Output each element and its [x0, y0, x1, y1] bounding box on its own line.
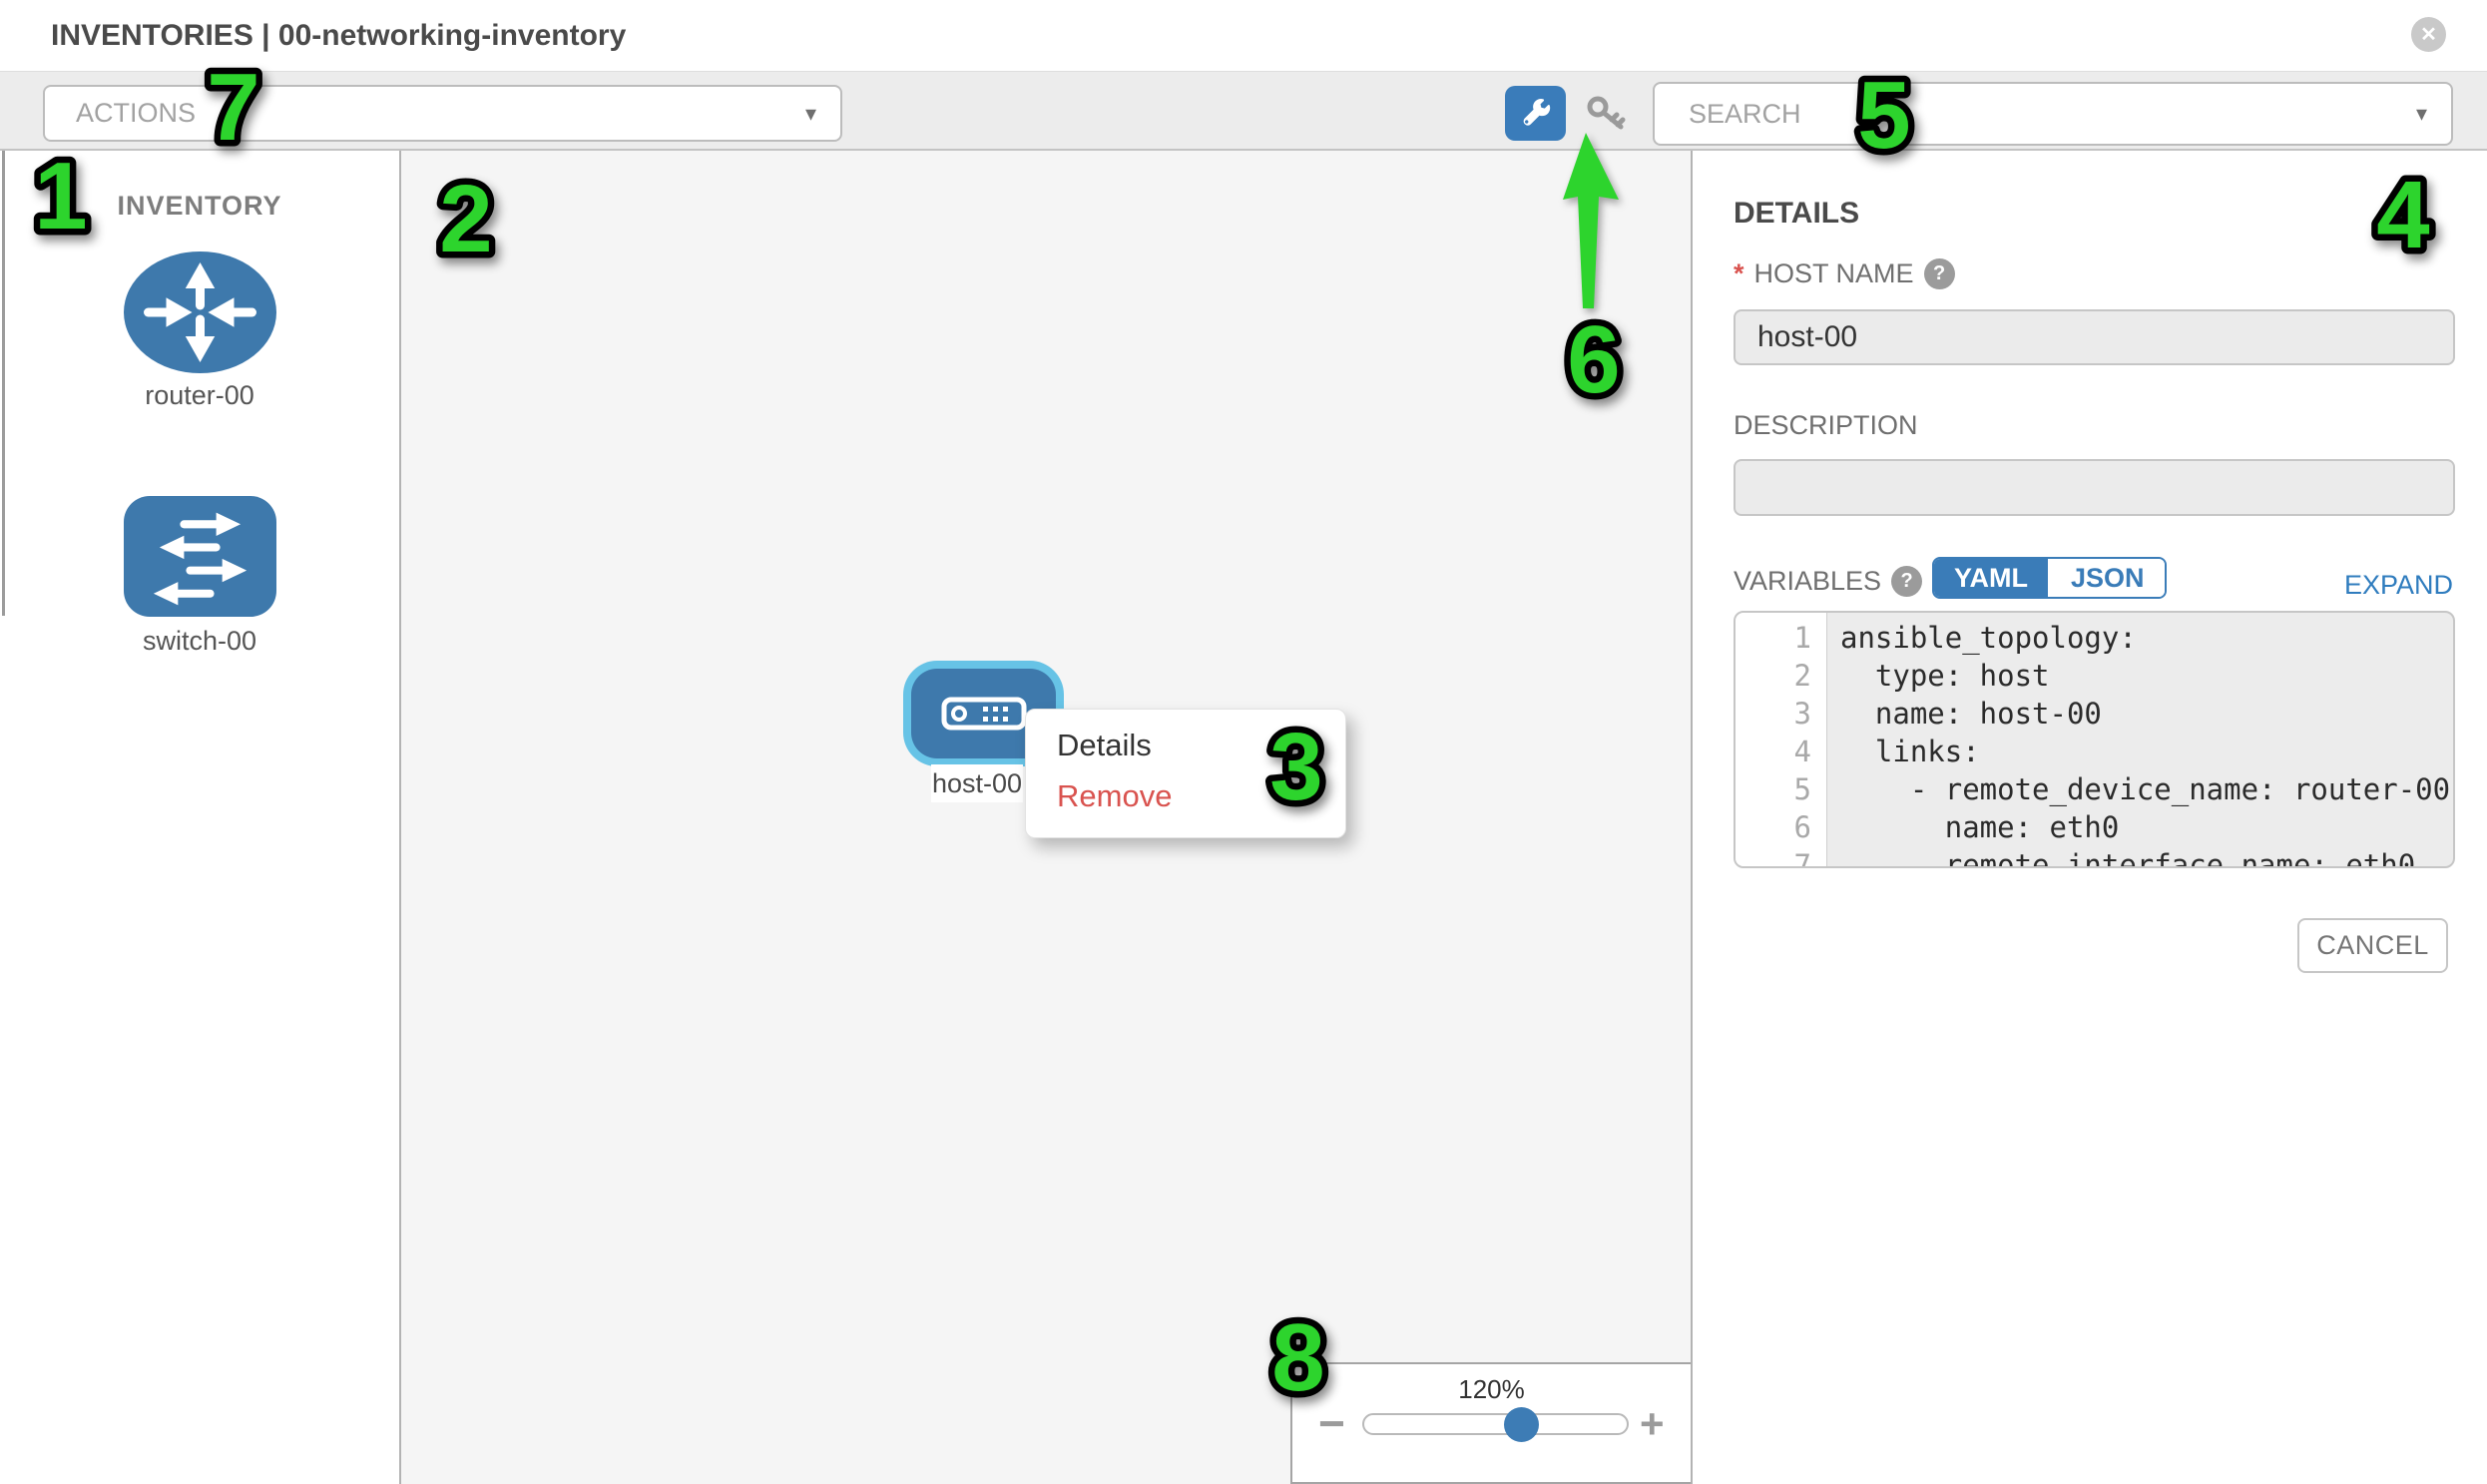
help-icon[interactable]: ?	[1923, 258, 1955, 289]
editor-line: 6 name: eth0	[1793, 810, 2120, 844]
chevron-down-icon: ▾	[804, 100, 816, 126]
cancel-button[interactable]: CANCEL	[2297, 918, 2448, 973]
zoom-slider-track[interactable]	[1362, 1413, 1629, 1435]
description-label: DESCRIPTION	[1734, 410, 1918, 440]
key-icon	[1585, 94, 1629, 134]
host-icon	[941, 697, 1027, 731]
actions-dropdown[interactable]: ACTIONS ▾	[43, 85, 842, 142]
sidebar-item-label: router-00	[145, 380, 254, 410]
actions-dropdown-label: ACTIONS	[76, 98, 197, 128]
context-menu-item-remove[interactable]: Remove	[1057, 778, 1173, 813]
sidebar-scrollbar[interactable]	[2, 151, 5, 616]
description-input[interactable]	[1734, 459, 2455, 516]
yaml-toggle-button[interactable]: YAML	[1934, 559, 2049, 597]
key-credentials-button[interactable]	[1585, 94, 1629, 134]
help-icon[interactable]: ?	[1891, 566, 1923, 597]
chevron-down-icon: ▾	[2415, 101, 2427, 126]
router-icon	[124, 251, 276, 373]
editor-rows: 1 ansible_topology: 2 type: host 3 name: …	[1736, 619, 2453, 868]
topology-canvas[interactable]: host-00 Details Remove 120% − +	[399, 151, 1691, 1484]
host-name-field-row: * HOST NAME ?	[1734, 258, 1955, 289]
host-name-label: HOST NAME	[1753, 258, 1914, 288]
close-button[interactable]: ✕	[2411, 17, 2446, 52]
context-menu-item-details[interactable]: Details	[1057, 728, 1152, 762]
node-context-menu: Details Remove	[1025, 709, 1346, 838]
editor-line: 3 name: host-00	[1793, 697, 2102, 731]
details-panel: DETAILS * HOST NAME ? DESCRIPTION VARIAB…	[1691, 151, 2487, 1484]
required-marker: *	[1734, 258, 1744, 288]
expand-link[interactable]: EXPAND	[2343, 570, 2453, 600]
variables-format-toggle: YAML JSON	[1932, 557, 2167, 599]
close-icon: ✕	[2420, 24, 2437, 46]
zoom-out-button[interactable]: −	[1318, 1397, 1345, 1449]
zoom-widget: 120% − +	[1290, 1362, 1691, 1484]
breadcrumb: INVENTORIES | 00-networking-inventory	[51, 19, 627, 52]
host-name-input[interactable]	[1734, 309, 2455, 365]
inventory-sidebar: INVENTORY router-00	[0, 151, 399, 1484]
wrench-icon	[1519, 97, 1553, 131]
variables-label: VARIABLES	[1734, 566, 1882, 596]
description-field-row: DESCRIPTION	[1734, 410, 1918, 441]
sidebar-item-switch[interactable]	[124, 496, 276, 617]
editor-line: 7 remote_interface_name: eth0	[1793, 848, 2416, 868]
content: INVENTORY router-00	[0, 151, 2487, 1484]
details-panel-title: DETAILS	[1734, 197, 1860, 230]
configure-topology-button[interactable]	[1505, 86, 1566, 141]
zoom-in-button[interactable]: +	[1640, 1400, 1665, 1447]
variables-field-row: VARIABLES ?	[1734, 566, 1923, 597]
search-dropdown-label: SEARCH	[1689, 98, 1801, 129]
sidebar-title: INVENTORY	[117, 191, 282, 221]
editor-line: 1 ansible_topology:	[1793, 621, 2137, 655]
editor-line: 5 - remote_device_name: router-00	[1793, 772, 2451, 806]
editor-line-number-gutter	[1736, 613, 1827, 866]
search-dropdown[interactable]: SEARCH ▾	[1653, 82, 2453, 146]
editor-line: 2 type: host	[1793, 659, 2050, 693]
variables-code-editor[interactable]: 1 ansible_topology: 2 type: host 3 name: …	[1734, 611, 2455, 868]
sidebar-item-router[interactable]	[124, 251, 276, 373]
host-node-label: host-00	[931, 764, 1023, 802]
toolbar: ACTIONS ▾	[0, 71, 2487, 151]
zoom-level-value: 120%	[1458, 1374, 1525, 1404]
sidebar-item-label: switch-00	[142, 626, 257, 656]
editor-line: 4 links:	[1793, 735, 1980, 768]
zoom-slider-thumb[interactable]	[1504, 1407, 1539, 1442]
json-toggle-button[interactable]: JSON	[2048, 559, 2165, 597]
page-header: INVENTORIES | 00-networking-inventory ✕	[0, 0, 2487, 71]
switch-icon	[124, 496, 276, 617]
